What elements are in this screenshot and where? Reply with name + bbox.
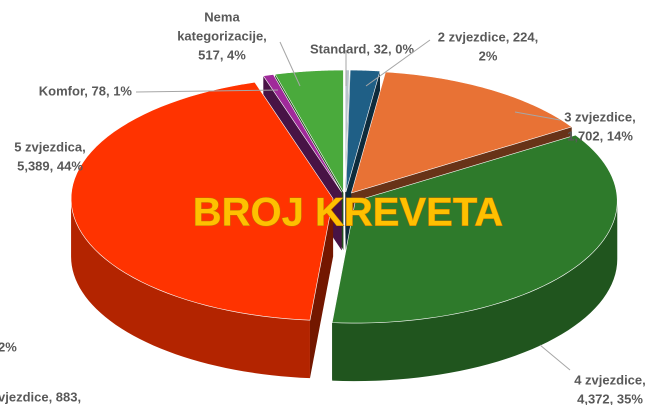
chart-title: BROJ KREVETA xyxy=(193,191,503,235)
slice xyxy=(345,69,381,193)
slice xyxy=(274,69,344,194)
leader-line xyxy=(514,111,561,121)
data-label: 5,389, 44% xyxy=(17,158,83,173)
data-label: 3 zvjezdice, xyxy=(564,109,636,124)
data-label: 4,372, 35% xyxy=(577,391,643,405)
data-label: 4 zvjezdice, xyxy=(574,372,646,387)
data-label: Standard, 32, 0% xyxy=(310,41,414,56)
data-label: 1,702, 14% xyxy=(567,128,633,143)
slice xyxy=(262,74,342,193)
slice xyxy=(70,81,334,321)
data-label: Nema xyxy=(204,9,240,24)
data-label: 2 zvjezdice, 224, xyxy=(438,29,538,44)
slice-side xyxy=(332,201,618,382)
cropped-label: vjezdice, 883, xyxy=(0,389,81,404)
pie xyxy=(70,69,618,382)
labels: Standard, 32, 0% 2 zvjezdice, 224, 2% 3 zvj… xyxy=(0,9,646,405)
data-label: 517, 4% xyxy=(198,47,246,62)
leader-line xyxy=(539,344,571,371)
leader-line xyxy=(279,41,301,87)
data-label: kategorizacije, xyxy=(177,28,267,43)
slice xyxy=(331,134,618,324)
data-label: 2% xyxy=(479,48,498,63)
data-label: Komfor, 78, 1% xyxy=(39,83,133,98)
slice xyxy=(350,71,573,194)
slice-side xyxy=(71,198,310,379)
leader-line xyxy=(135,89,279,93)
data-label: 5 zvjezdica, xyxy=(14,139,86,154)
leader-line xyxy=(365,39,431,87)
cropped-label: 2% xyxy=(0,339,17,354)
